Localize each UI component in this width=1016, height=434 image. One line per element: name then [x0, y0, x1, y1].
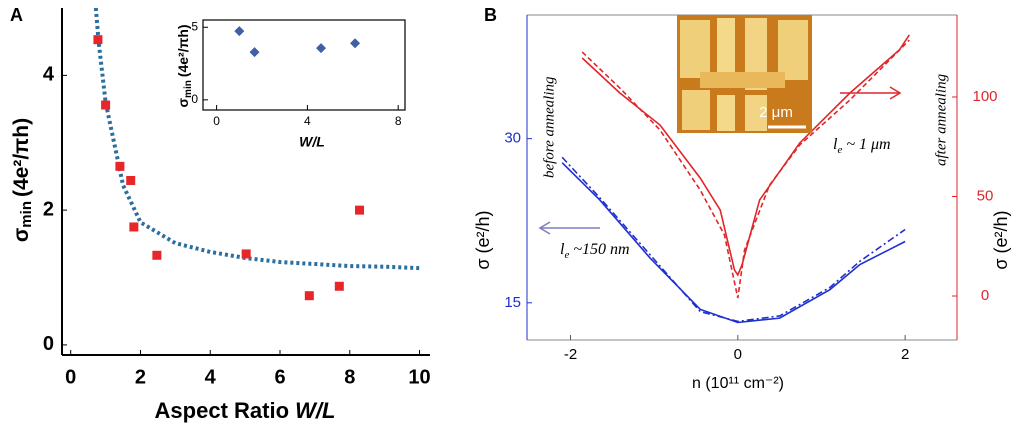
x-tick-label: 6: [274, 366, 285, 388]
y-tick-label: 30: [504, 130, 521, 147]
y2-tick-label: 50: [977, 187, 994, 204]
y2-axis-label: σ (e²/h): [991, 210, 1011, 269]
point: [152, 250, 162, 260]
inset-frame: [202, 19, 406, 111]
y-tick-label: 5: [191, 19, 198, 33]
arrow: [840, 86, 902, 100]
y-label-unit: (4e²/πh): [10, 118, 33, 197]
x-axis-label-italic: W/L: [295, 398, 335, 423]
y-axis-label: σ (e²/h): [473, 210, 493, 269]
y-label-unit: (4e²/πh): [175, 24, 191, 77]
point: [126, 175, 136, 185]
x-tick-label: 0: [734, 346, 742, 363]
annotation: before annealing: [541, 76, 557, 178]
point: [101, 100, 111, 110]
annotation-sub: e: [837, 144, 842, 156]
y-tick-label: 4: [43, 64, 55, 86]
x-tick-label: 10: [408, 366, 430, 388]
series-line: [561, 156, 906, 323]
x-tick-label: 4: [205, 366, 217, 388]
panel-label: B: [484, 5, 497, 25]
annotation-text: ~150 nm: [573, 241, 629, 258]
arrow: [538, 221, 600, 235]
y-label-symbol: σ: [10, 228, 33, 242]
x-tick-label: -2: [564, 346, 577, 363]
point: [241, 249, 251, 259]
x-axis-label-text: Aspect Ratio: [155, 398, 289, 423]
annotation: le ~ 1 μm: [833, 136, 891, 156]
annotation-sub: e: [564, 249, 569, 261]
series-line: [561, 162, 906, 324]
annotation-symbol: l: [560, 241, 565, 258]
annotation: after annealing: [933, 73, 949, 166]
point: [115, 161, 125, 171]
x-tick-label: 2: [901, 346, 909, 363]
y-tick-label: 15: [504, 294, 521, 311]
y-label-sub: min: [18, 201, 35, 228]
fit-line: [93, 7, 420, 271]
y-tick-label: 0: [191, 92, 198, 106]
x-tick-label: 2: [135, 366, 146, 388]
y2-tick-label: 100: [972, 88, 997, 105]
x-axis-label: Aspect Ratio W/L: [155, 398, 336, 423]
inset-x-label: W/L: [299, 134, 325, 150]
x-tick-label: 4: [304, 114, 311, 128]
scale-bar-label: 2 μm: [759, 104, 793, 121]
point: [355, 205, 365, 215]
point: [350, 38, 361, 49]
y-axis-label: σmin (4e²/πh): [10, 118, 35, 242]
annotation-symbol: l: [833, 136, 838, 153]
point: [304, 291, 314, 301]
point: [234, 26, 245, 37]
y-tick-label: 0: [43, 333, 54, 355]
panel-label: A: [10, 5, 23, 25]
y-label-sub: min: [183, 80, 194, 98]
x-tick-label: 8: [344, 366, 355, 388]
x-tick-label: 8: [395, 114, 402, 128]
annotation: le ~150 nm: [560, 241, 630, 261]
y2-tick-label: 0: [981, 287, 989, 304]
x-tick-label: 0: [65, 366, 76, 388]
inset-y-label: σmin (4e²/πh): [175, 24, 194, 107]
point: [316, 43, 327, 54]
point: [129, 222, 139, 232]
y-tick-label: 2: [43, 198, 54, 220]
point: [249, 47, 260, 58]
x-tick-label: 0: [213, 114, 220, 128]
y-label-symbol: σ: [175, 98, 191, 108]
inset-photo: 2 μm: [677, 15, 812, 133]
point: [93, 35, 103, 45]
annotation-text: ~ 1 μm: [846, 136, 890, 153]
series-line: [581, 39, 910, 299]
point: [334, 281, 344, 291]
x-axis-label: n (10¹¹ cm⁻²): [692, 375, 784, 392]
